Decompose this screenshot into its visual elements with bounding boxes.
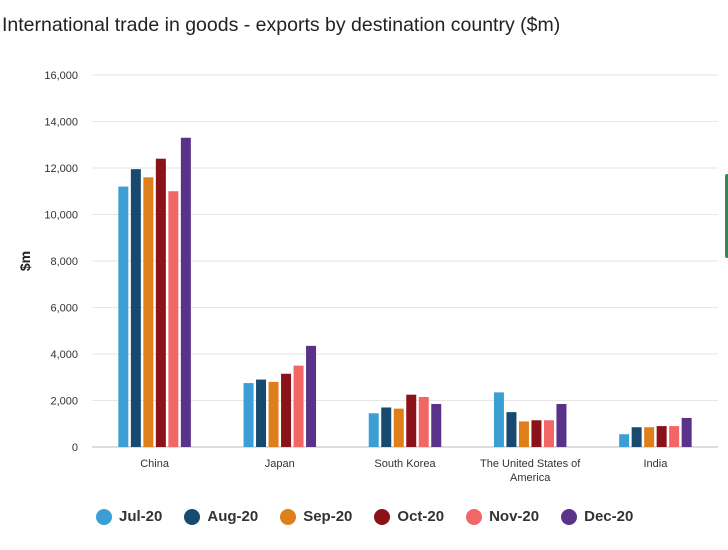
bar[interactable] [656, 426, 667, 447]
bar[interactable] [381, 407, 392, 447]
bar[interactable] [431, 403, 442, 447]
bar[interactable] [681, 417, 692, 447]
x-tick-label: India [643, 458, 668, 470]
bar[interactable] [518, 421, 529, 447]
legend-item[interactable]: Oct-20 [374, 508, 444, 525]
x-tick-label: Japan [265, 458, 295, 470]
chart-area: 0 2,000 4,000 6,000 8,000 10,000 12,000 14,000 1… [17, 70, 718, 484]
chart-legend: Jul-20 Aug-20 Sep-20 Oct-20 Nov-20 Dec-20 [96, 508, 655, 525]
y-tick-label: 12,000 [44, 163, 78, 175]
legend-marker-icon [466, 508, 483, 525]
bar[interactable] [130, 169, 141, 447]
x-tick-label: South Korea [374, 458, 436, 470]
bar[interactable] [506, 412, 517, 447]
bar[interactable] [669, 426, 680, 447]
side-panel-handle[interactable] [725, 174, 728, 258]
x-tick-label: The United States of [480, 458, 581, 470]
legend-marker-icon [184, 508, 201, 525]
bar[interactable] [631, 427, 642, 447]
y-tick-label: 14,000 [44, 117, 78, 129]
y-tick-label: 6,000 [50, 303, 78, 315]
bar[interactable] [243, 383, 254, 447]
bar[interactable] [256, 379, 267, 447]
legend-marker-icon [280, 508, 297, 525]
x-tick-label: China [140, 458, 170, 470]
y-tick-label: 10,000 [44, 210, 78, 222]
bar[interactable] [143, 177, 154, 448]
y-tick-label: 4,000 [50, 349, 78, 361]
bar[interactable] [293, 365, 304, 447]
bar[interactable] [418, 397, 429, 447]
bar[interactable] [543, 420, 554, 447]
legend-item[interactable]: Nov-20 [466, 508, 539, 525]
bar[interactable] [556, 403, 567, 447]
bar[interactable] [406, 394, 417, 447]
y-axis-label: $m [17, 251, 33, 271]
legend-item[interactable]: Dec-20 [561, 508, 633, 525]
bar[interactable] [155, 158, 166, 447]
legend-item[interactable]: Sep-20 [280, 508, 352, 525]
y-tick-label: 2,000 [50, 396, 78, 408]
bar[interactable] [644, 427, 655, 447]
legend-label: Aug-20 [207, 508, 259, 525]
y-tick-label: 16,000 [44, 70, 78, 82]
legend-item[interactable]: Jul-20 [96, 508, 162, 525]
bar[interactable] [306, 345, 317, 447]
bar[interactable] [168, 191, 179, 447]
bar[interactable] [281, 373, 292, 447]
bar[interactable] [118, 186, 129, 447]
legend-label: Nov-20 [489, 508, 540, 525]
legend-marker-icon [561, 508, 578, 525]
x-tick-label: America [510, 472, 551, 484]
y-tick-label: 8,000 [50, 256, 78, 268]
bar[interactable] [531, 420, 542, 447]
legend-label: Dec-20 [584, 508, 634, 525]
y-tick-label: 0 [72, 442, 78, 454]
bar[interactable] [393, 408, 404, 447]
legend-label: Oct-20 [397, 508, 445, 525]
legend-item[interactable]: Aug-20 [184, 508, 258, 525]
bar[interactable] [619, 434, 630, 447]
bar[interactable] [368, 413, 379, 447]
legend-label: Sep-20 [303, 508, 353, 525]
legend-label: Jul-20 [119, 508, 163, 525]
legend-marker-icon [96, 508, 112, 525]
bar[interactable] [180, 137, 191, 447]
bar[interactable] [493, 392, 504, 447]
chart-title: International trade in goods - exports b… [2, 14, 561, 36]
legend-marker-icon [374, 508, 391, 525]
bar[interactable] [268, 381, 279, 447]
